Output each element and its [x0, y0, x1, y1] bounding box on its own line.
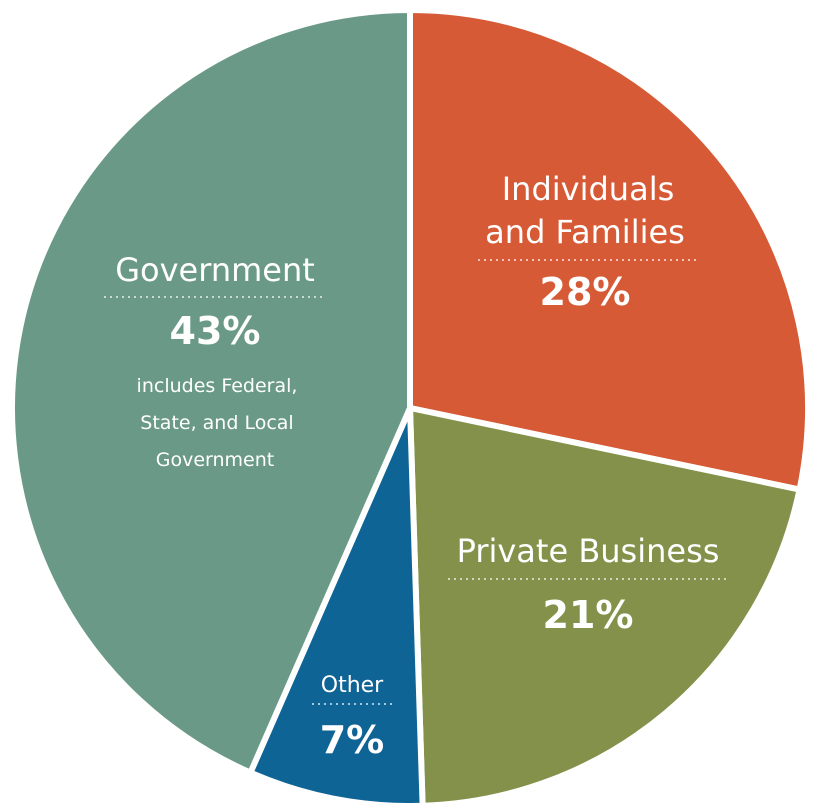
business-label: Private Business	[457, 532, 720, 570]
pie-slice-individuals	[407, 7, 811, 493]
government-note-line1: includes Federal,	[137, 375, 298, 397]
government-label: Government	[115, 251, 315, 289]
individuals-label-group: Individuals and Families 28%	[478, 170, 700, 314]
government-value: 43%	[170, 309, 261, 353]
business-value: 21%	[543, 593, 634, 637]
other-label-group: Other 7%	[312, 673, 395, 762]
individuals-label-line1: Individuals	[502, 170, 675, 208]
individuals-value: 28%	[540, 270, 631, 314]
other-value: 7%	[320, 718, 385, 762]
individuals-label-line2: and Families	[485, 213, 685, 251]
pie-slice-government	[9, 7, 413, 776]
other-label: Other	[321, 673, 384, 698]
business-label-group: Private Business 21%	[448, 532, 728, 637]
government-label-group: Government 43% includes Federal, State, …	[104, 251, 326, 471]
pie-slice-business	[407, 405, 803, 803]
pie-slices	[9, 7, 811, 803]
government-note-line3: Government	[156, 449, 275, 471]
government-note-line2: State, and Local	[140, 412, 293, 434]
